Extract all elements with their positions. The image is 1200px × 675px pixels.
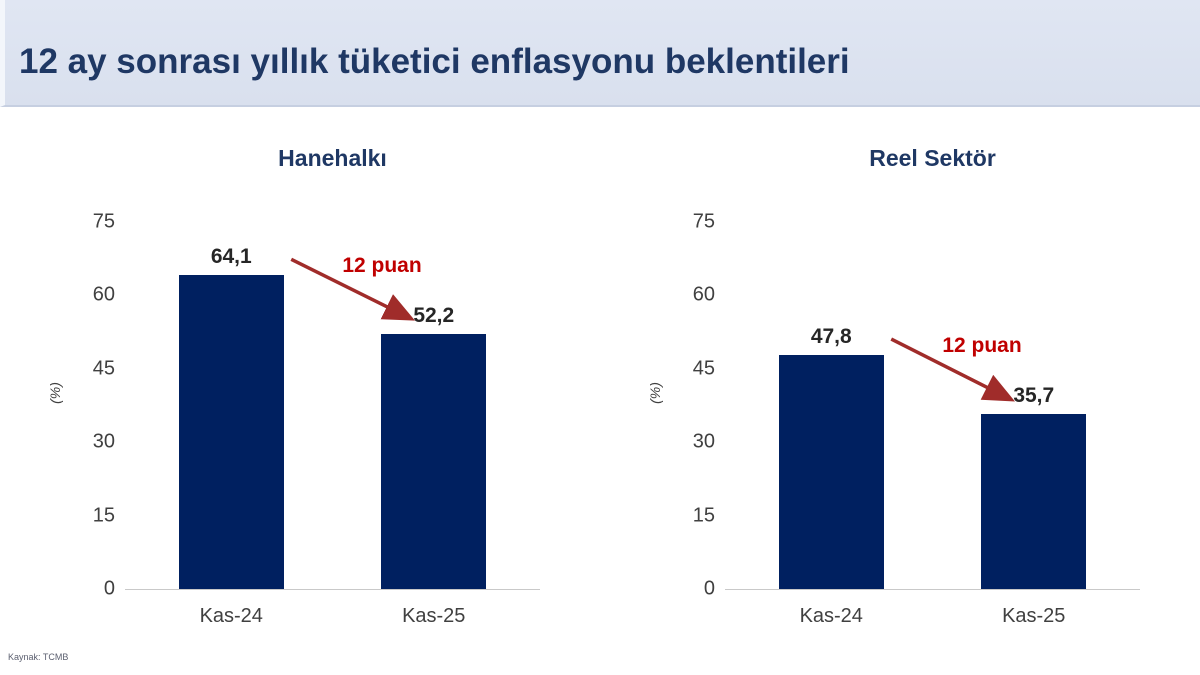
header-banner: 12 ay sonrası yıllık tüketici enflasyonu… bbox=[0, 0, 1200, 107]
x-tick-label-kas-24: Kas-24 bbox=[199, 605, 263, 627]
bar-kas-25 bbox=[981, 414, 1087, 589]
y-tick-label-60: 60 bbox=[92, 283, 115, 306]
annotation-label: 12 puan bbox=[942, 334, 1022, 358]
value-label-kas-25: 52,2 bbox=[413, 303, 455, 327]
chart-hanehalki: Hanehalkı 0 15 30 45 60 75 (%) 64,1 Kas-24 52,2 Ka… bbox=[0, 107, 600, 675]
x-axis-line bbox=[125, 589, 540, 590]
y-tick-label-15: 15 bbox=[692, 504, 715, 527]
y-tick-label-60: 60 bbox=[692, 283, 715, 306]
plot-area-reel-sektor: 0 15 30 45 60 75 (%) 47,8 Kas-24 35,7 Kas-25 12 pua… bbox=[600, 107, 1200, 675]
y-axis-label: (%) bbox=[47, 382, 63, 405]
chart-title-reel-sektor: Reel Sektör bbox=[869, 145, 996, 171]
y-tick-label-45: 45 bbox=[92, 357, 115, 380]
x-tick-label-kas-25: Kas-25 bbox=[1002, 605, 1066, 627]
source-note: Kaynak: TCMB bbox=[8, 652, 69, 662]
y-tick-label-30: 30 bbox=[92, 430, 115, 453]
x-axis-line bbox=[725, 589, 1140, 590]
y-tick-label-75: 75 bbox=[692, 210, 715, 233]
x-tick-label-kas-25: Kas-25 bbox=[402, 605, 466, 627]
y-tick-label-0: 0 bbox=[703, 577, 715, 600]
bar-kas-24 bbox=[178, 275, 284, 589]
plot-area-hanehalki: 0 15 30 45 60 75 (%) 64,1 Kas-24 52,2 Kas-25 12 pua… bbox=[0, 107, 600, 675]
chart-title-hanehalki: Hanehalkı bbox=[278, 145, 387, 171]
bar-kas-25 bbox=[381, 333, 487, 589]
y-tick-label-15: 15 bbox=[92, 504, 115, 527]
y-tick-label-0: 0 bbox=[103, 577, 115, 600]
charts-area: Hanehalkı 0 15 30 45 60 75 (%) 64,1 Kas-24 52,2 Ka… bbox=[0, 107, 1200, 675]
page-title: 12 ay sonrası yıllık tüketici enflasyonu… bbox=[19, 41, 850, 81]
annotation-label: 12 puan bbox=[342, 254, 422, 278]
y-tick-label-30: 30 bbox=[692, 430, 715, 453]
x-tick-label-kas-24: Kas-24 bbox=[799, 605, 863, 627]
bar-kas-24 bbox=[778, 355, 884, 589]
y-tick-label-75: 75 bbox=[92, 210, 115, 233]
y-tick-label-45: 45 bbox=[692, 357, 715, 380]
value-label-kas-24: 64,1 bbox=[210, 245, 252, 269]
value-label-kas-25: 35,7 bbox=[1013, 384, 1055, 408]
value-label-kas-24: 47,8 bbox=[810, 325, 852, 349]
y-axis-label: (%) bbox=[647, 382, 663, 405]
chart-reel-sektor: Reel Sektör 0 15 30 45 60 75 (%) 47,8 Kas-24 35,7… bbox=[600, 107, 1200, 675]
